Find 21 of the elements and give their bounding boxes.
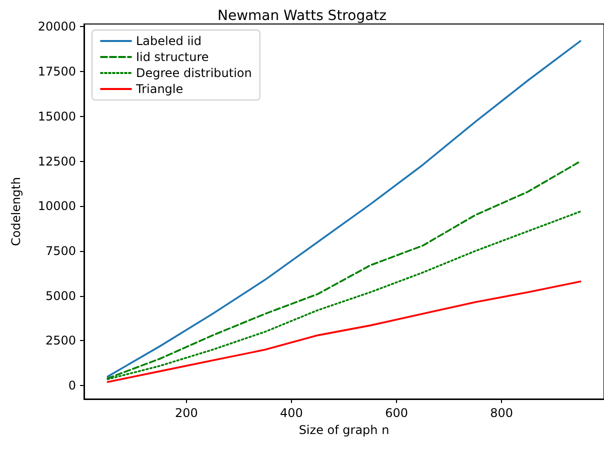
x-tick-label: 400 <box>280 406 303 420</box>
legend-label: Labeled iid <box>136 34 202 48</box>
y-tick-label: 2500 <box>45 334 76 348</box>
y-tick-label: 12500 <box>38 154 76 168</box>
y-tick-label: 5000 <box>45 288 76 303</box>
chart-title: Newman Watts Strogatz <box>217 8 387 24</box>
y-tick-label: 15000 <box>38 109 76 124</box>
y-tick-label: 7500 <box>45 244 76 258</box>
legend-label: Iid structure <box>136 50 209 64</box>
y-tick-label: 17500 <box>38 64 76 79</box>
line-series <box>106 280 582 383</box>
x-tick-label: 200 <box>174 406 198 420</box>
y-tick-label: 0 <box>68 378 76 393</box>
legend-label: Degree distribution <box>136 66 252 80</box>
x-tick-label: 600 <box>385 406 408 420</box>
x-axis-title: Size of graph n <box>298 422 390 437</box>
legend-label: Triangle <box>135 82 184 96</box>
y-tick-label: 10000 <box>38 199 76 214</box>
y-axis-title: Codelength <box>9 177 23 246</box>
y-tick-label: 20000 <box>38 20 76 34</box>
x-tick-label: 800 <box>490 406 514 420</box>
